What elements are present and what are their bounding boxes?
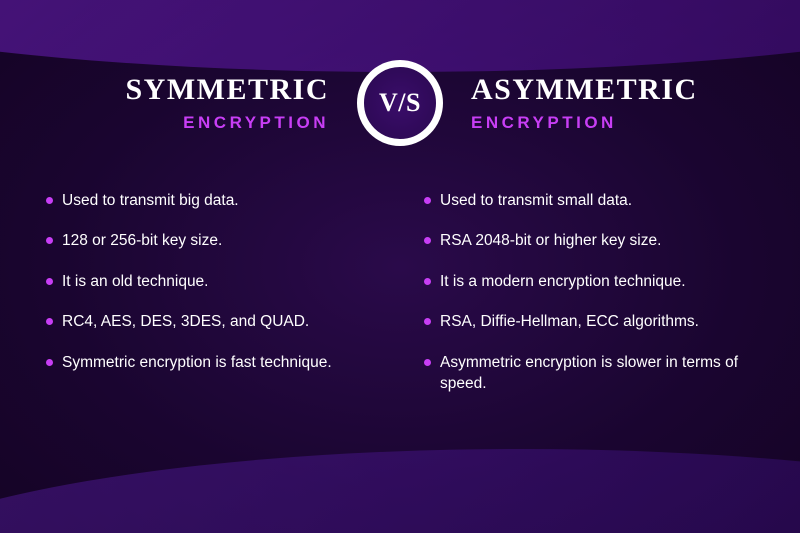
bullet-icon (46, 359, 53, 366)
comparison-infographic: SYMMETRIC ENCRYPTION V/S ASYMMETRIC ENCR… (0, 0, 800, 533)
point-text: Used to transmit small data. (440, 190, 632, 211)
vs-text: V/S (379, 88, 421, 118)
list-item: Symmetric encryption is fast technique. (46, 352, 376, 373)
right-column: Used to transmit small data. RSA 2048-bi… (424, 190, 754, 413)
point-text: Asymmetric encryption is slower in terms… (440, 352, 754, 395)
list-item: RC4, AES, DES, 3DES, and QUAD. (46, 311, 376, 332)
point-text: It is a modern encryption technique. (440, 271, 686, 292)
list-item: Used to transmit small data. (424, 190, 754, 211)
bullet-icon (424, 197, 431, 204)
left-main-title: SYMMETRIC (46, 73, 329, 107)
list-item: 128 or 256-bit key size. (46, 230, 376, 251)
point-text: RSA 2048-bit or higher key size. (440, 230, 661, 251)
point-text: RSA, Diffie-Hellman, ECC algorithms. (440, 311, 699, 332)
point-text: Used to transmit big data. (62, 190, 239, 211)
left-column: Used to transmit big data. 128 or 256-bi… (46, 190, 376, 413)
point-text: Symmetric encryption is fast technique. (62, 352, 332, 373)
list-item: RSA, Diffie-Hellman, ECC algorithms. (424, 311, 754, 332)
vs-badge: V/S (357, 60, 443, 146)
right-sub-title: ENCRYPTION (471, 113, 754, 133)
bullet-icon (424, 278, 431, 285)
left-sub-title: ENCRYPTION (46, 113, 329, 133)
bullet-icon (424, 359, 431, 366)
list-item: It is an old technique. (46, 271, 376, 292)
point-text: RC4, AES, DES, 3DES, and QUAD. (62, 311, 309, 332)
right-main-title: ASYMMETRIC (471, 73, 754, 107)
bullet-icon (46, 197, 53, 204)
right-title-block: ASYMMETRIC ENCRYPTION (467, 73, 754, 133)
bullet-icon (46, 237, 53, 244)
list-item: Used to transmit big data. (46, 190, 376, 211)
bullet-icon (424, 318, 431, 325)
header-row: SYMMETRIC ENCRYPTION V/S ASYMMETRIC ENCR… (46, 60, 754, 146)
columns: Used to transmit big data. 128 or 256-bi… (46, 190, 754, 413)
bullet-icon (46, 318, 53, 325)
point-text: It is an old technique. (62, 271, 209, 292)
list-item: It is a modern encryption technique. (424, 271, 754, 292)
list-item: RSA 2048-bit or higher key size. (424, 230, 754, 251)
list-item: Asymmetric encryption is slower in terms… (424, 352, 754, 395)
bullet-icon (46, 278, 53, 285)
point-text: 128 or 256-bit key size. (62, 230, 222, 251)
left-title-block: SYMMETRIC ENCRYPTION (46, 73, 333, 133)
bullet-icon (424, 237, 431, 244)
